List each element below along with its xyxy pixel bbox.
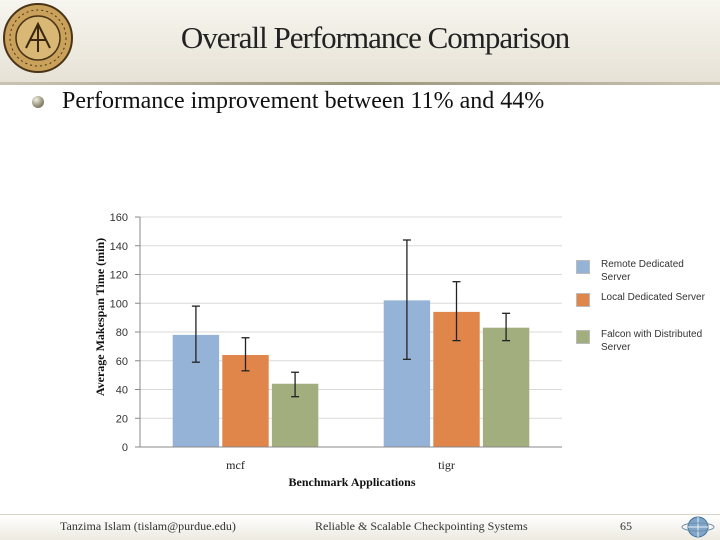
chart-axes [139, 217, 562, 448]
title-band [0, 0, 720, 82]
university-seal-logo [3, 3, 73, 73]
chart-y-tick-labels: 0 20 40 60 80 100 120 140 160 [110, 212, 128, 454]
footer-bar [0, 514, 720, 540]
y-tick-label: 100 [110, 298, 128, 310]
legend-swatch [576, 260, 590, 274]
y-tick-label: 80 [116, 327, 128, 339]
chart-bars [172, 300, 530, 447]
bar-chart: 0 20 40 60 80 100 120 140 160 mcf tigr Average Ma… [93, 212, 562, 489]
y-tick-label: 40 [116, 385, 128, 397]
y-tick-label: 140 [110, 241, 128, 253]
legend-label: Falcon with Distributed Server [601, 329, 703, 353]
bullet-icon [32, 96, 44, 108]
legend-swatch [576, 330, 590, 344]
y-tick-label: 0 [122, 442, 128, 454]
footer-author: Tanzima Islam (tislam@purdue.edu) [60, 519, 236, 533]
globe-icon [681, 516, 715, 538]
legend-swatch [576, 293, 590, 307]
page-number: 65 [620, 519, 632, 533]
x-axis-title: Benchmark Applications [288, 475, 415, 489]
chart-x-tick-labels: mcf tigr [226, 458, 455, 472]
bar [482, 327, 530, 447]
y-tick-label: 160 [110, 212, 128, 224]
chart-error-bars [191, 239, 511, 398]
bullet-text: Performance improvement between 11% and … [62, 88, 545, 114]
title-divider [0, 82, 720, 85]
x-tick-label: mcf [226, 458, 245, 472]
legend-label: Local Dedicated Server [601, 292, 705, 303]
legend-label: Remote Dedicated Server [601, 259, 684, 283]
y-tick-label: 60 [116, 356, 128, 368]
y-tick-label: 120 [110, 270, 128, 282]
y-axis-title: Average Makespan Time (min) [93, 238, 107, 396]
footer-title: Reliable & Scalable Checkpointing System… [315, 519, 528, 533]
x-tick-label: tigr [438, 458, 455, 472]
y-tick-label: 20 [116, 413, 128, 425]
slide-title: Overall Performance Comparison [180, 20, 570, 55]
